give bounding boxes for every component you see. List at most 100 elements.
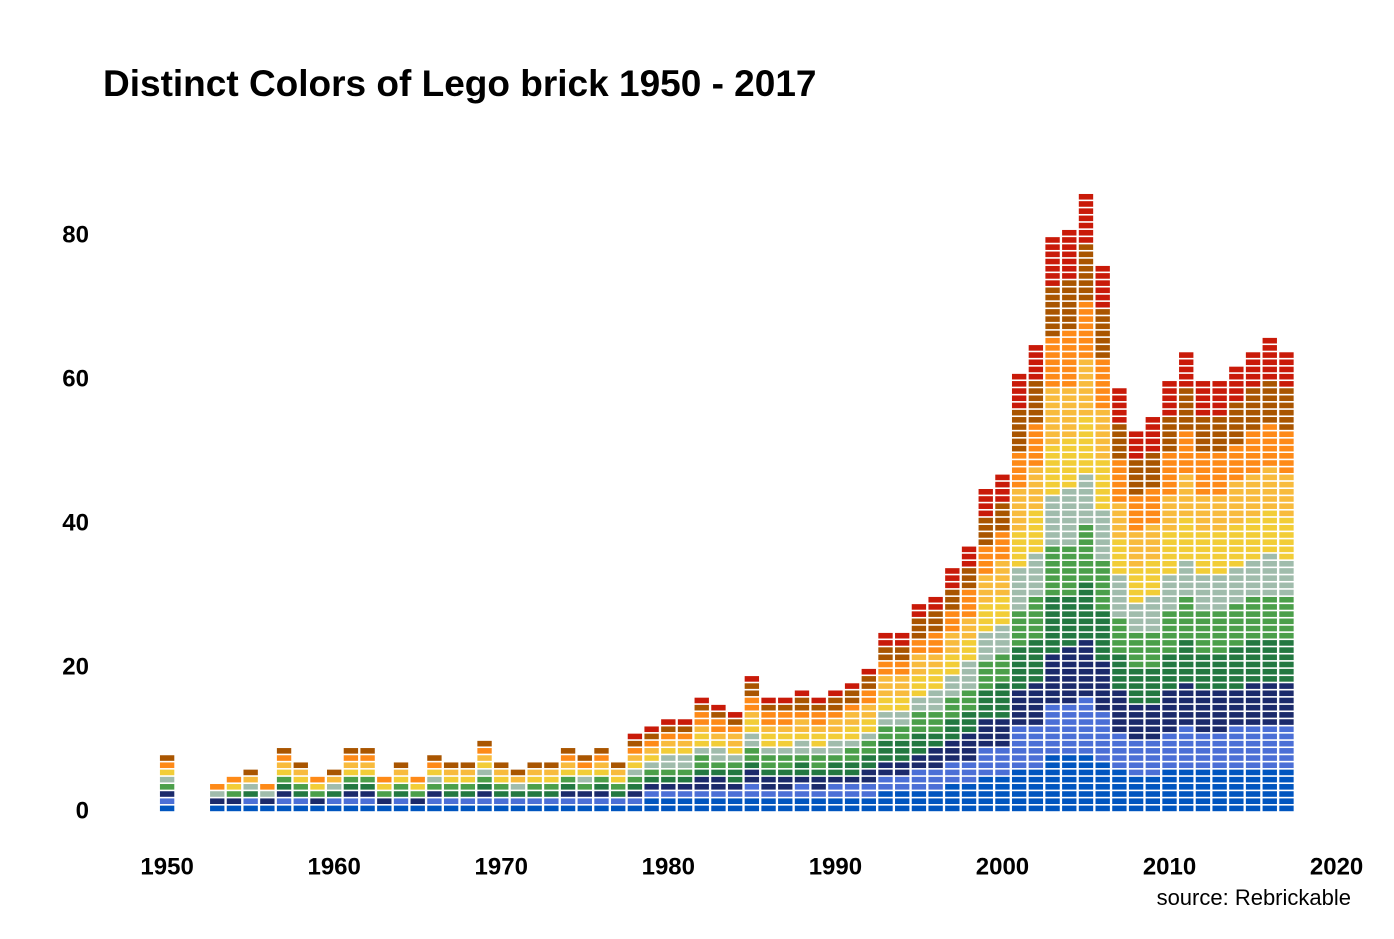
color-tile	[1078, 481, 1094, 488]
color-tile	[1128, 560, 1144, 567]
color-tile	[1245, 352, 1261, 358]
color-tile	[1279, 784, 1294, 790]
color-tile	[995, 640, 1010, 646]
color-tile	[1062, 784, 1077, 790]
color-tile	[1262, 524, 1277, 531]
color-tile	[1212, 668, 1227, 675]
color-tile	[1078, 798, 1094, 805]
color-tile	[878, 683, 893, 689]
color-tile	[778, 762, 793, 769]
color-tile	[861, 733, 876, 740]
color-tile	[644, 726, 659, 733]
color-tile	[1045, 805, 1060, 812]
color-tile	[1078, 201, 1094, 207]
color-tile	[1229, 402, 1244, 409]
color-tile	[1162, 489, 1177, 495]
color-tile	[945, 582, 960, 589]
color-tile	[1112, 539, 1127, 545]
color-tile	[1095, 791, 1110, 797]
color-tile	[1112, 510, 1127, 517]
color-tile	[995, 496, 1010, 502]
color-tile	[393, 784, 409, 790]
color-tile	[1128, 697, 1144, 704]
color-tile	[1062, 273, 1077, 279]
color-tile	[1145, 690, 1160, 697]
color-tile	[1245, 496, 1261, 502]
color-tile	[761, 784, 776, 790]
color-tile	[1095, 481, 1110, 488]
color-tile	[928, 762, 943, 769]
color-tile	[1229, 740, 1244, 747]
color-tile	[1112, 417, 1127, 423]
color-tile	[1212, 582, 1227, 589]
color-tile	[1179, 417, 1194, 423]
color-tile	[276, 784, 292, 790]
color-tile	[1262, 676, 1277, 682]
color-tile	[1162, 517, 1177, 524]
color-tile	[1262, 352, 1277, 358]
color-tile	[1262, 388, 1277, 394]
color-tile	[226, 776, 242, 783]
color-tile	[761, 733, 776, 740]
color-tile	[1179, 431, 1194, 438]
color-tile	[1128, 618, 1144, 625]
color-tile	[1145, 589, 1160, 596]
color-tile	[727, 791, 743, 797]
color-tile	[1212, 647, 1227, 653]
color-tile	[1028, 388, 1044, 394]
color-tile	[1078, 301, 1094, 308]
color-tile	[1279, 517, 1294, 524]
color-tile	[1279, 496, 1294, 502]
color-tile	[1212, 661, 1227, 668]
color-tile	[1179, 453, 1194, 459]
color-tile	[1112, 618, 1127, 625]
color-tile	[1128, 784, 1144, 790]
color-tile	[761, 697, 776, 704]
color-tile	[1078, 697, 1094, 704]
color-tile	[1195, 791, 1211, 797]
color-tile	[1028, 618, 1044, 625]
color-tile	[1028, 769, 1044, 776]
y-tick-label: 80	[62, 222, 89, 249]
color-tile	[911, 784, 927, 790]
color-tile	[727, 769, 743, 776]
color-tile	[1195, 805, 1211, 812]
color-tile	[1262, 755, 1277, 761]
color-tile	[1128, 726, 1144, 733]
color-tile	[1262, 453, 1277, 459]
color-tile	[761, 755, 776, 761]
color-tile	[1212, 755, 1227, 761]
color-tile	[1078, 762, 1094, 769]
color-tile	[1062, 654, 1077, 661]
color-tile	[961, 560, 977, 567]
color-tile	[1245, 805, 1261, 812]
color-tile	[978, 517, 993, 524]
color-tile	[1062, 604, 1077, 610]
color-tile	[1128, 589, 1144, 596]
color-tile	[1078, 265, 1094, 272]
color-tile	[1212, 532, 1227, 538]
color-tile	[895, 805, 910, 812]
color-tile	[861, 769, 876, 776]
color-tile	[343, 791, 359, 797]
color-tile	[1245, 726, 1261, 733]
color-tile	[1262, 474, 1277, 481]
color-tile	[1095, 388, 1110, 394]
color-tile	[477, 791, 492, 797]
color-tile	[1212, 424, 1227, 430]
color-tile	[360, 776, 375, 783]
color-tile	[1179, 481, 1194, 488]
color-tile	[1245, 755, 1261, 761]
color-tile	[778, 740, 793, 747]
color-tile	[1262, 726, 1277, 733]
color-tile	[1145, 417, 1160, 423]
color-tile	[1028, 524, 1044, 531]
color-tile	[1212, 733, 1227, 740]
color-tile	[911, 762, 927, 769]
color-tile	[1045, 568, 1060, 574]
color-tile	[1195, 625, 1211, 632]
color-tile	[1162, 460, 1177, 466]
color-tile	[1229, 510, 1244, 517]
color-tile	[1245, 697, 1261, 704]
color-tile	[1162, 560, 1177, 567]
